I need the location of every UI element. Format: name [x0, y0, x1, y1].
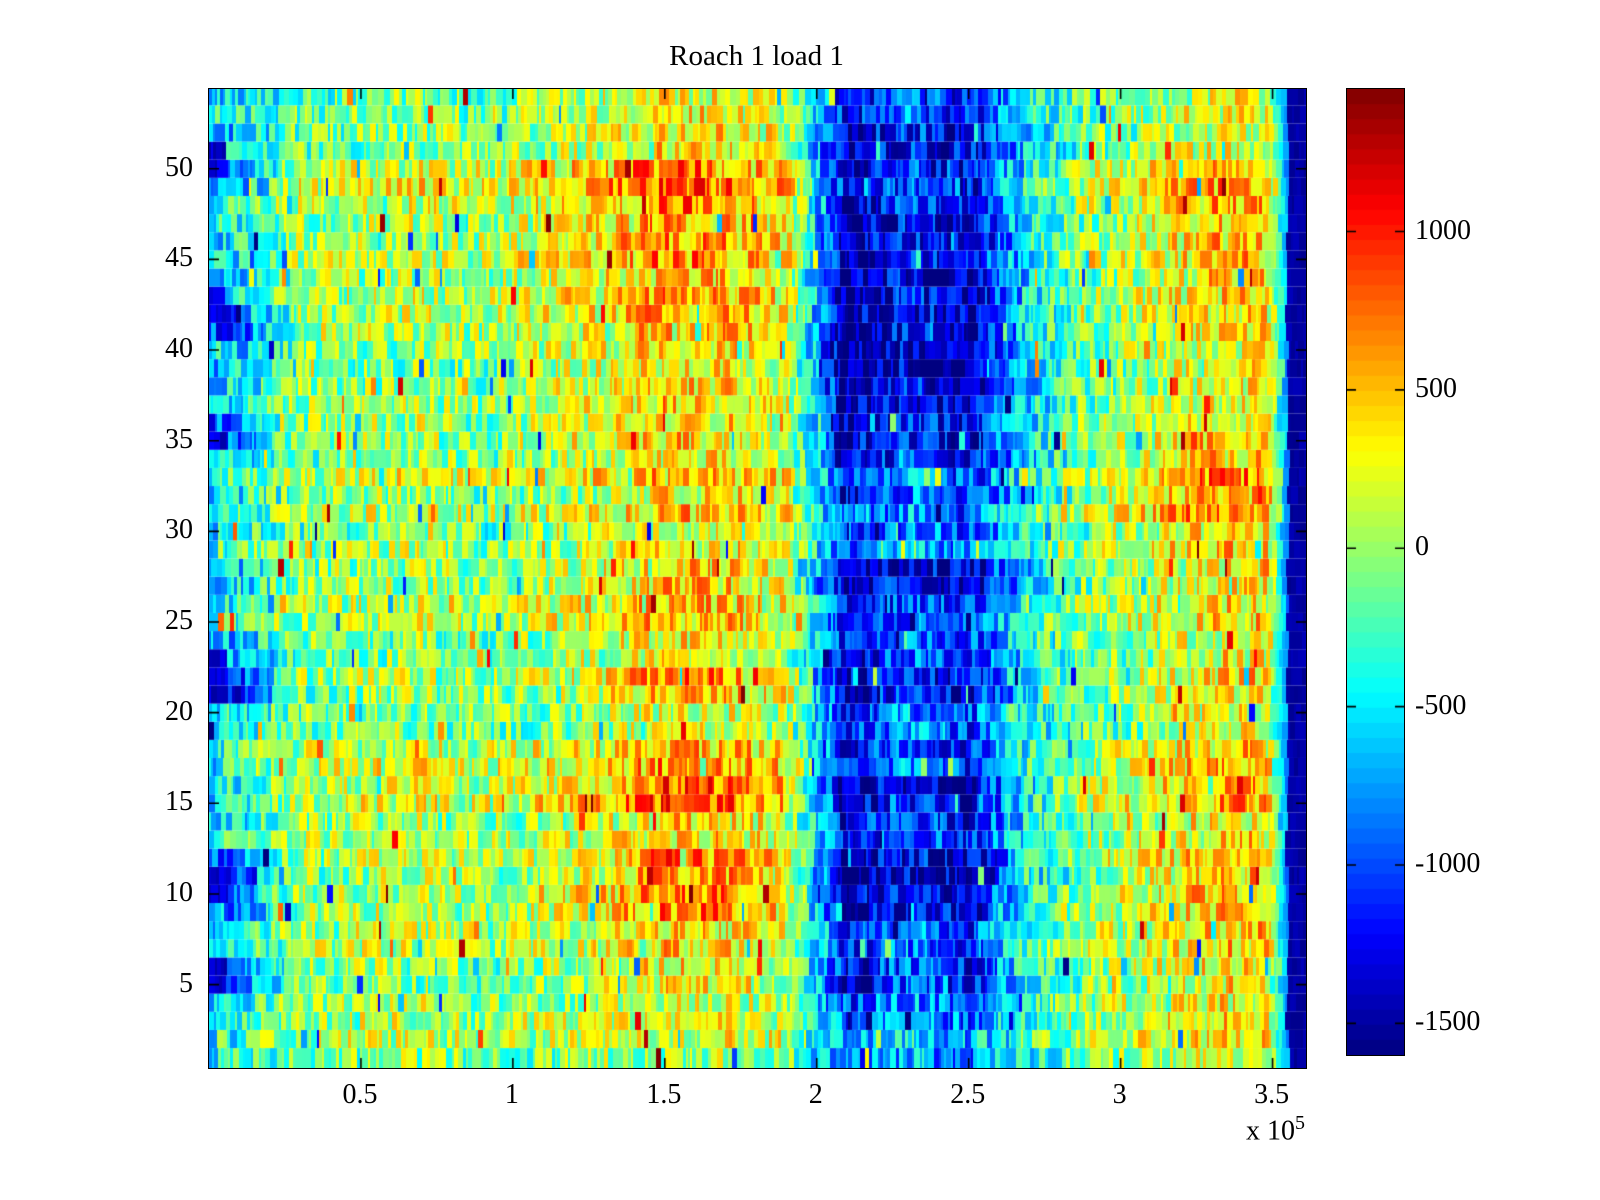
y-axis-tick-label: 40 — [165, 333, 193, 365]
x-axis-tick-label: 2.5 — [950, 1079, 986, 1110]
y-axis-tick-label: 45 — [165, 242, 193, 274]
y-axis-tick-label: 50 — [165, 151, 193, 183]
y-axis-tick-label: 15 — [165, 786, 193, 818]
multiplier-exponent: 5 — [1295, 1112, 1305, 1134]
y-axis-tick-label: 10 — [165, 876, 193, 908]
colorbar-canvas — [1347, 89, 1404, 1055]
colorbar-tick-label: 0 — [1415, 531, 1429, 563]
colorbar-tick-label: -500 — [1415, 689, 1467, 721]
plot-area — [208, 88, 1307, 1069]
y-axis-tick-label: 20 — [165, 695, 193, 727]
heatmap-canvas — [209, 89, 1306, 1068]
colorbar-tick-label: 500 — [1415, 372, 1457, 404]
multiplier-base: x 10 — [1246, 1115, 1295, 1147]
colorbar-tick-label: 1000 — [1415, 214, 1471, 246]
x-axis-tick-label: 3.5 — [1254, 1079, 1290, 1110]
x-axis-tick-label: 1.5 — [646, 1079, 682, 1110]
y-axis-tick-label: 30 — [165, 514, 193, 546]
colorbar — [1346, 88, 1405, 1056]
y-axis-tick-label: 5 — [179, 967, 193, 999]
colorbar-tick-label: -1500 — [1415, 1006, 1481, 1038]
colorbar-tick-label: -1000 — [1415, 847, 1481, 879]
chart-title: Roach 1 load 1 — [669, 40, 844, 72]
x-axis-tick-label: 1 — [504, 1079, 519, 1110]
y-axis-tick-label: 35 — [165, 423, 193, 455]
x-axis-tick-label: 2 — [808, 1079, 823, 1110]
x-axis-tick-label: 0.5 — [342, 1079, 378, 1110]
y-axis-tick-label: 25 — [165, 605, 193, 636]
x-axis-tick-label: 3 — [1112, 1079, 1127, 1110]
axis-multiplier-label: x 105 — [1155, 1112, 1305, 1147]
